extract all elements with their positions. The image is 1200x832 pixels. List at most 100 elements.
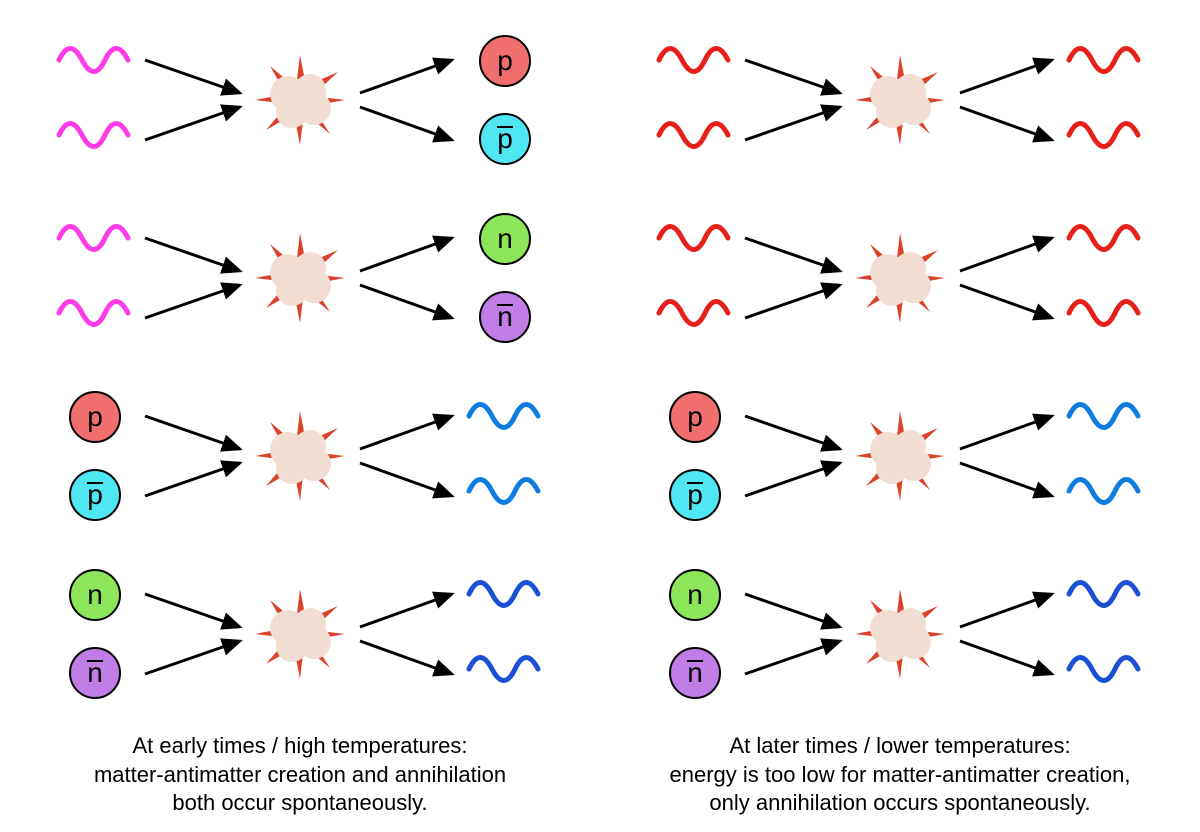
arrows-out-icon	[350, 213, 460, 343]
photon-wave-icon	[1065, 644, 1145, 694]
input-top: n	[669, 569, 721, 621]
arrows-out-icon	[950, 35, 1060, 165]
photon-wave-icon	[1065, 569, 1145, 619]
reaction-center	[250, 50, 350, 150]
photon-wave-icon	[55, 35, 135, 85]
arrows-in	[140, 213, 250, 343]
photon-wave-icon	[655, 288, 735, 338]
arrows-in-icon	[140, 569, 250, 699]
arrows-out-icon	[950, 569, 1060, 699]
particle-nbar: n	[669, 647, 721, 699]
reaction-center	[250, 406, 350, 506]
particle-pbar: p	[669, 469, 721, 521]
particle-label: p	[87, 401, 103, 433]
left-column: p p	[0, 0, 600, 832]
arrows-out	[950, 391, 1060, 521]
input-bottom	[655, 288, 735, 343]
reaction-inputs	[50, 213, 140, 343]
explosion-icon	[850, 584, 950, 684]
output-top: n	[479, 213, 531, 265]
reaction-center	[850, 584, 950, 684]
arrows-out-icon	[950, 213, 1060, 343]
reaction-outputs	[1060, 569, 1150, 699]
input-bottom: p	[669, 469, 721, 521]
arrows-out	[350, 213, 460, 343]
reaction-inputs: n n	[650, 569, 740, 699]
reaction-row: p p	[50, 20, 550, 180]
arrows-in	[740, 35, 850, 165]
arrows-out	[350, 569, 460, 699]
output-bottom: n	[479, 291, 531, 343]
reaction-inputs: p p	[50, 391, 140, 521]
arrows-out	[950, 35, 1060, 165]
left-reactions: p p	[50, 10, 550, 732]
photon-wave-icon	[465, 644, 545, 694]
right-caption: At later times / lower temperatures:ener…	[650, 732, 1151, 832]
arrows-in	[740, 213, 850, 343]
particle-p: p	[669, 391, 721, 443]
right-reactions: p p	[650, 10, 1150, 732]
input-bottom: p	[69, 469, 121, 521]
input-bottom: n	[669, 647, 721, 699]
arrows-out	[950, 213, 1060, 343]
reaction-row: n n	[50, 198, 550, 358]
photon-wave-icon	[55, 288, 135, 338]
explosion-icon	[850, 406, 950, 506]
arrows-out	[350, 35, 460, 165]
particle-label: n	[497, 223, 513, 255]
left-caption: At early times / high temperatures:matte…	[74, 732, 526, 832]
output-top	[1065, 391, 1145, 446]
explosion-icon	[850, 228, 950, 328]
arrows-in-icon	[140, 391, 250, 521]
input-top	[55, 213, 135, 268]
particle-p: p	[69, 391, 121, 443]
arrows-in	[740, 391, 850, 521]
reaction-center	[250, 228, 350, 328]
output-bottom	[465, 466, 545, 521]
reaction-outputs	[460, 569, 550, 699]
explosion-icon	[250, 406, 350, 506]
particle-label: n	[87, 657, 103, 689]
explosion-icon	[250, 50, 350, 150]
reaction-row: n n	[50, 554, 550, 714]
input-bottom: n	[69, 647, 121, 699]
input-bottom	[55, 110, 135, 165]
photon-wave-icon	[1065, 213, 1145, 263]
output-bottom	[465, 644, 545, 699]
reaction-row	[650, 20, 1150, 180]
particle-n: n	[669, 569, 721, 621]
input-bottom	[55, 288, 135, 343]
particle-label: p	[497, 123, 513, 155]
arrows-in-icon	[740, 35, 850, 165]
reaction-center	[250, 584, 350, 684]
reaction-outputs	[1060, 35, 1150, 165]
reaction-center	[850, 406, 950, 506]
output-top: p	[479, 35, 531, 87]
reaction-row: p p	[50, 376, 550, 536]
particle-label: p	[687, 479, 703, 511]
input-top: n	[69, 569, 121, 621]
photon-wave-icon	[1065, 391, 1145, 441]
reaction-inputs	[50, 35, 140, 165]
input-top: p	[669, 391, 721, 443]
photon-wave-icon	[55, 110, 135, 160]
input-top	[55, 35, 135, 90]
right-column: p p	[600, 0, 1200, 832]
output-top	[1065, 213, 1145, 268]
arrows-in-icon	[740, 213, 850, 343]
photon-wave-icon	[1065, 288, 1145, 338]
reaction-row	[650, 198, 1150, 358]
input-bottom	[655, 110, 735, 165]
output-bottom	[1065, 110, 1145, 165]
photon-wave-icon	[655, 35, 735, 85]
reaction-inputs: p p	[650, 391, 740, 521]
reaction-center	[850, 50, 950, 150]
particle-label: n	[687, 579, 703, 611]
particle-label: p	[497, 45, 513, 77]
arrows-out-icon	[950, 391, 1060, 521]
reaction-outputs: n n	[460, 213, 550, 343]
photon-wave-icon	[465, 391, 545, 441]
output-bottom	[1065, 288, 1145, 343]
arrows-in	[740, 569, 850, 699]
photon-wave-icon	[1065, 466, 1145, 516]
